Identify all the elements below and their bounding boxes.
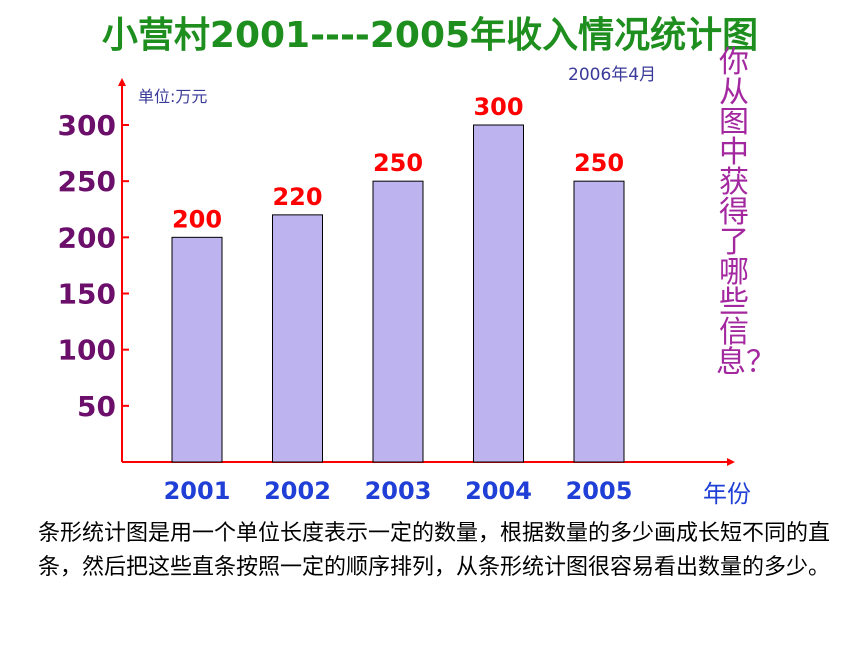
x-tick-label: 2001 [164, 477, 231, 505]
bar-2002 [272, 214, 323, 463]
bar-value-label: 250 [574, 149, 624, 177]
bar-value-label: 250 [373, 149, 423, 177]
x-tick-label: 2002 [264, 477, 331, 505]
bar-2005 [573, 180, 625, 463]
description-text: 条形统计图是用一个单位长度表示一定的数量，根据数量的多少画成长短不同的直条，然后… [38, 521, 831, 580]
bar-group [171, 124, 625, 463]
bar-value-label: 200 [172, 205, 222, 233]
y-tick-label: 150 [58, 278, 116, 311]
x-axis-arrow [727, 458, 735, 466]
x-tick-label: 2005 [566, 477, 633, 505]
chart-axes [118, 78, 735, 466]
y-axis-unit-label: 单位:万元 [138, 87, 208, 106]
y-tick-label: 300 [58, 109, 116, 142]
bar-value-label: 300 [473, 93, 523, 121]
bar-2003 [372, 180, 424, 463]
label-group: 50 100 150 200 250 300 200 2001 220 2002 250 2003 30… [58, 93, 633, 505]
date-label: 2006年4月 [568, 65, 657, 85]
y-tick-label: 250 [58, 165, 116, 198]
chart-title: 小营村2001----2005年收入情况统计图 [101, 15, 759, 56]
y-tick-label: 200 [58, 221, 116, 254]
y-axis-arrow [118, 78, 126, 86]
bar-2001 [171, 236, 223, 463]
x-tick-label: 2004 [465, 477, 532, 505]
y-tick-label: 50 [77, 390, 116, 423]
x-tick-label: 2003 [365, 477, 432, 505]
bar-2004 [473, 124, 524, 463]
y-tick-label: 100 [58, 334, 116, 367]
bar-value-label: 220 [272, 183, 322, 211]
x-axis-label: 年份 [703, 480, 751, 508]
